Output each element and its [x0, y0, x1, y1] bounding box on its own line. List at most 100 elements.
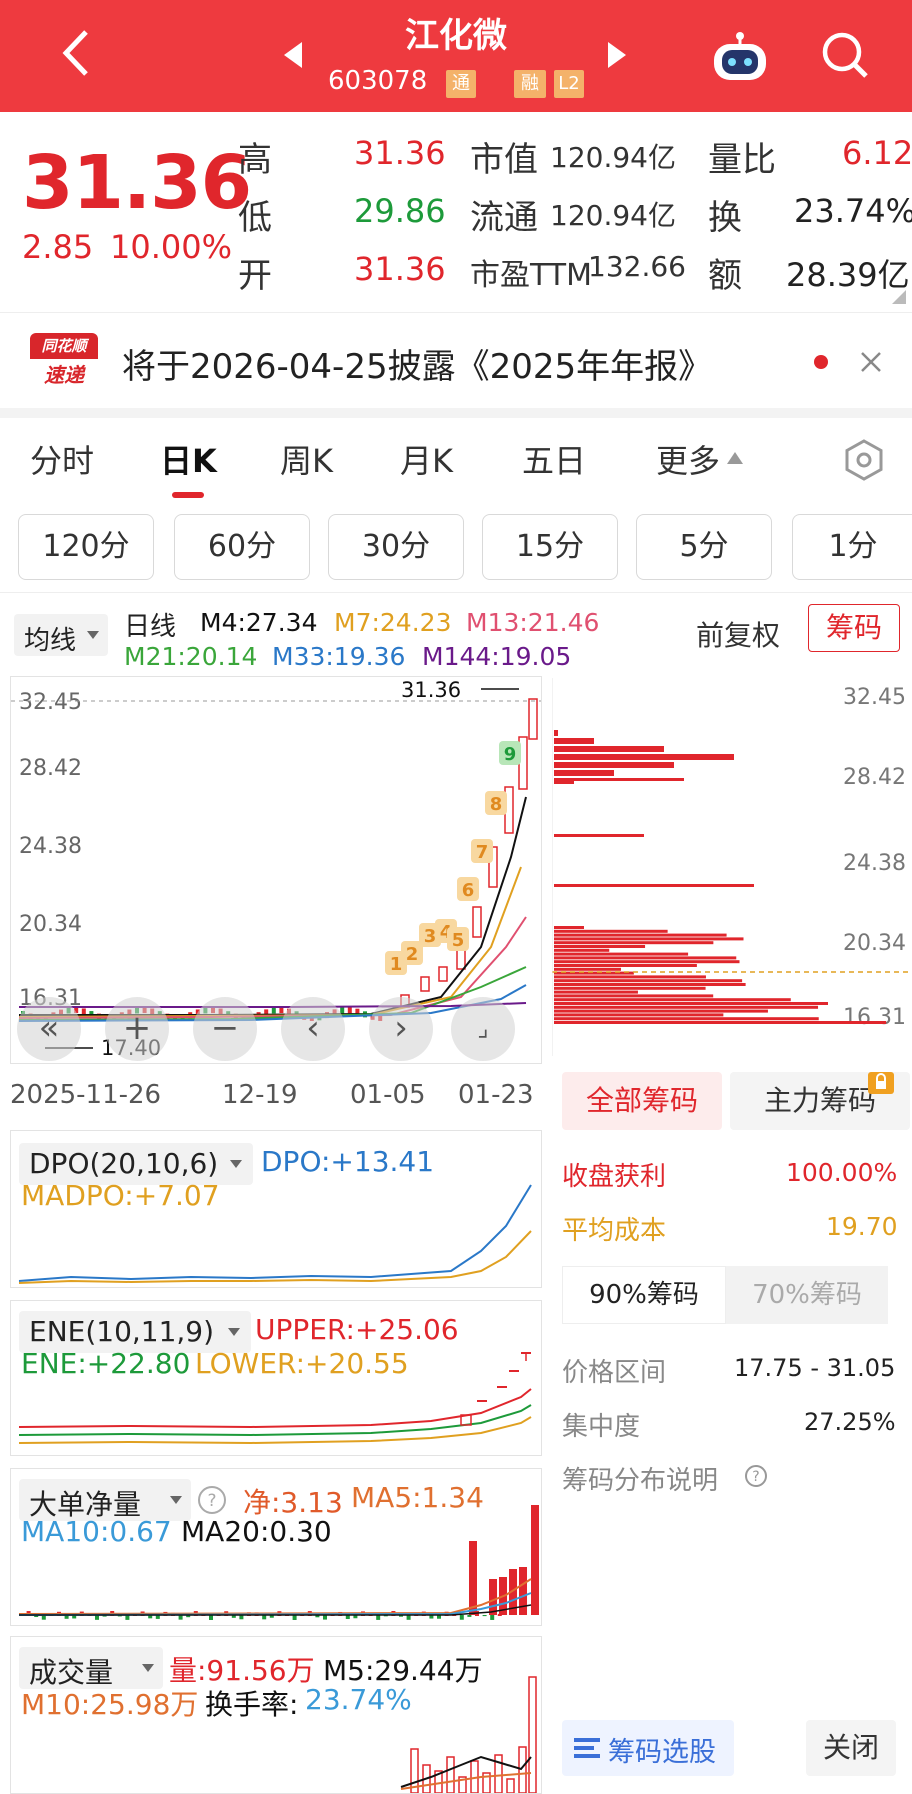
tab-all-chips[interactable]: 全部筹码: [562, 1072, 722, 1130]
dropdown-icon: [87, 631, 99, 639]
period-60min[interactable]: 60分: [174, 514, 310, 580]
bignet-bar: [489, 1579, 497, 1615]
chip-bar: [554, 933, 727, 937]
chip-bar: [554, 1013, 724, 1017]
mcap-value: 120.94亿: [550, 141, 676, 174]
tab-intraday[interactable]: 分时: [30, 442, 95, 480]
bignet-panel[interactable]: 大单净量 ? 净:3.13 MA5:1.34 MA10:0.67 MA20:0.…: [10, 1468, 542, 1626]
chip-bar: [554, 1009, 768, 1013]
chip-bar: [554, 971, 634, 975]
ma4-line: [19, 796, 527, 1016]
bignet-selector[interactable]: 大单净量: [19, 1479, 191, 1521]
float-label: 流通: [470, 198, 538, 238]
back-icon[interactable]: [58, 28, 92, 78]
adjust-mode[interactable]: 前复权: [696, 619, 781, 652]
chip-bar: [554, 754, 734, 760]
search-icon[interactable]: [820, 30, 870, 80]
ene-selector[interactable]: ENE(10,11,9): [19, 1311, 251, 1353]
tab-weekly-k[interactable]: 周K: [280, 442, 333, 480]
minus-control[interactable]: −: [193, 997, 257, 1061]
close-chips-button[interactable]: 关闭: [806, 1720, 896, 1776]
ma-selector[interactable]: 均线: [14, 614, 108, 656]
period-30min[interactable]: 30分: [328, 514, 464, 580]
candle: [347, 1007, 352, 1014]
tab-90-chips[interactable]: 90%筹码: [562, 1266, 726, 1324]
volume-bar: [446, 1756, 455, 1793]
tab-five-day[interactable]: 五日: [522, 442, 587, 480]
zoom-in-control[interactable]: +: [105, 997, 169, 1061]
tab-70-chips[interactable]: 70%筹码: [726, 1266, 888, 1324]
kline-y-label: 20.34: [19, 912, 82, 937]
expand-corner-icon[interactable]: [890, 290, 906, 304]
ene-panel[interactable]: ENE(10,11,9) UPPER:+25.06 ENE:+22.80 LOW…: [10, 1300, 542, 1456]
ma21-value: M21:20.14: [124, 642, 258, 671]
bignet-ma5-value: MA5:1.34: [351, 1481, 484, 1514]
high-label: 高: [238, 140, 272, 180]
close-icon[interactable]: [860, 351, 882, 373]
count-badge-label: 2: [406, 944, 419, 965]
scroll-right-control[interactable]: ›: [369, 997, 433, 1061]
notice-text[interactable]: 将于2026-04-25披露《2025年年报》: [122, 347, 713, 387]
chip-bar: [554, 1017, 819, 1021]
count-badge-label: 8: [490, 794, 503, 815]
volume-bar: [482, 1772, 491, 1793]
volume-selector[interactable]: 成交量: [19, 1647, 163, 1689]
caret-up-icon[interactable]: [726, 450, 744, 466]
period-1min[interactable]: 1分: [792, 514, 912, 580]
open-label: 开: [238, 256, 272, 296]
bignet-bar: [34, 1615, 39, 1618]
bignet-bar: [467, 1615, 472, 1617]
chip-bar: [554, 948, 610, 952]
help-icon[interactable]: ?: [744, 1464, 768, 1488]
chip-bar: [554, 983, 746, 986]
kline-y-label: 24.38: [19, 834, 82, 859]
chips-histogram: 32.45 28.42 24.38 20.34 16.31: [551, 678, 912, 1056]
scroll-left-control[interactable]: ‹: [281, 997, 345, 1061]
bignet-bar: [315, 1615, 320, 1618]
tab-daily-k[interactable]: 日K: [160, 442, 217, 480]
count-badge-label: 6: [462, 880, 475, 901]
period-5min[interactable]: 5分: [636, 514, 772, 580]
fullscreen-control[interactable]: ⌟: [451, 997, 515, 1061]
candle: [438, 966, 448, 982]
volume-panel[interactable]: 成交量 量:91.56万 M5:29.44万 M10:25.98万 换手率: 2…: [10, 1636, 542, 1794]
candle: [528, 698, 538, 740]
concentration-value: 27.25%: [804, 1408, 896, 1436]
bignet-bar: [469, 1541, 477, 1615]
notice-bar[interactable]: 同花顺 速递 将于2026-04-25披露《2025年年报》: [0, 312, 912, 409]
volume-bar: [518, 1746, 527, 1793]
chip-bar: [554, 746, 664, 752]
chips-desc-link[interactable]: 筹码分布说明: [562, 1466, 719, 1496]
bignet-bar: [186, 1615, 191, 1618]
zoom-out-control[interactable]: «: [17, 997, 81, 1061]
chips-button[interactable]: 筹码: [808, 604, 900, 652]
bignet-bar: [429, 1615, 434, 1619]
kline-panel[interactable]: 32.4528.4224.3820.3416.3131.3617.4012345…: [10, 676, 542, 1064]
period-120min[interactable]: 120分: [18, 514, 154, 580]
help-icon[interactable]: ?: [197, 1485, 227, 1515]
bignet-bar: [155, 1615, 160, 1619]
dpo-panel[interactable]: DPO(20,10,6) DPO:+13.41 MADPO:+7.07: [10, 1130, 542, 1288]
period-15min[interactable]: 15分: [482, 514, 618, 580]
tab-monthly-k[interactable]: 月K: [400, 442, 453, 480]
badge-tong: 通: [446, 70, 476, 98]
chip-bar: [554, 964, 697, 967]
kline-chart: 32.4528.4224.3820.3416.3131.3617.4012345…: [11, 678, 541, 1060]
count-badge-label: 5: [452, 930, 465, 951]
tab-more[interactable]: 更多: [656, 442, 721, 480]
next-stock-icon[interactable]: [606, 40, 628, 70]
settings-hexagon-icon[interactable]: [842, 438, 886, 482]
dpo-selector[interactable]: DPO(20,10,6): [19, 1143, 253, 1185]
chips-stock-select-button[interactable]: 筹码选股: [562, 1720, 734, 1776]
volume-m5-line: [400, 1755, 532, 1788]
prev-stock-icon[interactable]: [282, 40, 304, 70]
bignet-bar: [399, 1615, 403, 1617]
candle: [472, 906, 482, 938]
chip-bar: [554, 730, 558, 736]
concentration-label: 集中度: [562, 1412, 641, 1442]
count-badge-label: 7: [476, 842, 489, 863]
divider: [0, 592, 912, 593]
ene-chart: [18, 1352, 532, 1445]
volume-bar: [528, 1676, 537, 1793]
robot-assistant-icon[interactable]: [710, 30, 770, 82]
